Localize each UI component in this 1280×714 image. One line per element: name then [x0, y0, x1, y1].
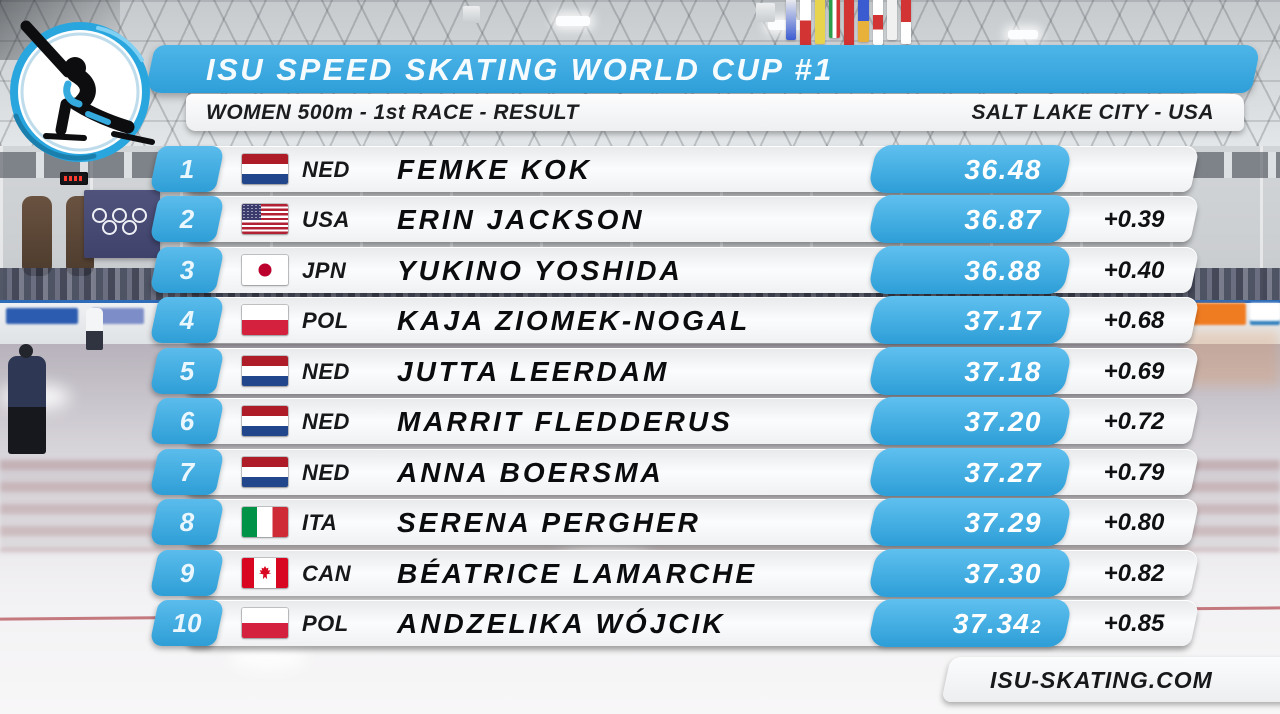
result-row: 7 NED ANNA BOERSMA 37.27 +0.79: [149, 448, 1200, 496]
gap-value: +0.39: [1103, 206, 1165, 233]
rank: 2: [179, 204, 195, 234]
time-value: 37.17: [964, 305, 1042, 336]
board-reflection: [1186, 330, 1280, 386]
website-label: ISU-SKATING.COM: [990, 667, 1213, 693]
rank: 8: [179, 507, 195, 537]
rank: 9: [179, 558, 195, 588]
ceiling-fixture: [463, 6, 480, 23]
gap-value: +0.79: [1103, 459, 1165, 486]
country-code: NED: [302, 359, 350, 384]
rank: 7: [179, 457, 195, 487]
page-title: ISU SPEED SKATING WORLD CUP #1: [206, 52, 834, 87]
country-code: NED: [302, 460, 350, 485]
athlete-name: ERIN JACKSON: [397, 204, 645, 235]
country-code: ITA: [302, 510, 338, 535]
time-value: 36.48: [964, 154, 1042, 185]
rank: 4: [179, 305, 195, 335]
result-row: 9 CAN BÉATRICE LAMARCHE 37.30 +0.82: [149, 549, 1200, 597]
board-ad: [1188, 303, 1246, 325]
athlete-name: ANDZELIKA WÓJCIK: [397, 608, 726, 639]
gap-value: +0.82: [1103, 560, 1165, 587]
gap-value: +0.85: [1103, 610, 1165, 637]
flag-icon: [242, 608, 288, 638]
gap-value: +0.69: [1103, 358, 1165, 385]
athlete-name: KAJA ZIOMEK-NOGAL: [397, 305, 751, 336]
subtitle-bar: [186, 94, 1244, 131]
board-ad: [92, 308, 144, 324]
athlete-name: FEMKE KOK: [397, 154, 592, 185]
speed-skating-logo-icon: [10, 20, 155, 162]
flag-icon: [242, 305, 288, 335]
time-value: 37.30: [964, 558, 1042, 589]
gap-value: +0.72: [1103, 408, 1165, 435]
flag-icon: [242, 356, 288, 386]
country-code: POL: [302, 308, 349, 333]
rank: 1: [179, 154, 195, 184]
result-row: 5 NED JUTTA LEERDAM 37.18 +0.69: [149, 347, 1200, 395]
result-row: 4 POL KAJA ZIOMEK-NOGAL 37.17 +0.68: [149, 296, 1200, 344]
rank: 10: [172, 608, 202, 638]
ceiling-light: [768, 20, 802, 30]
ceiling-fixture: [756, 3, 775, 22]
rank: 6: [179, 406, 195, 436]
country-code: CAN: [302, 561, 352, 586]
time-value: 37.342: [952, 608, 1042, 639]
ceiling-light: [1008, 30, 1038, 39]
flag-icon: [242, 406, 288, 436]
result-row: 2 USA ERIN JACKSON 36.87 +0.39: [149, 195, 1200, 243]
flag-icon: [242, 255, 288, 285]
gap-value: +0.40: [1103, 257, 1165, 284]
background-person: [8, 344, 46, 454]
time-value: 36.87: [964, 204, 1042, 235]
flag-icon: [242, 204, 288, 234]
olympic-rings-banner: [84, 190, 160, 258]
wall-panel: [22, 196, 52, 276]
flag-icon: [242, 457, 288, 487]
gap-value: +0.80: [1103, 509, 1165, 536]
result-row: 1 NED FEMKE KOK 36.48: [149, 145, 1200, 193]
event-label: WOMEN 500m - 1st RACE - RESULT: [206, 101, 579, 124]
ceiling-light: [556, 16, 590, 26]
time-value: 37.29: [964, 507, 1042, 538]
gap-value: +0.68: [1103, 307, 1165, 334]
result-row: 6 NED MARRIT FLEDDERUS 37.20 +0.72: [149, 397, 1200, 445]
country-code: POL: [302, 611, 349, 636]
country-code: JPN: [302, 258, 347, 283]
flag-icon: [242, 154, 288, 184]
result-row: 3 JPN YUKINO YOSHIDA 36.88 +0.40: [149, 246, 1200, 294]
country-code: USA: [302, 207, 350, 232]
country-code: NED: [302, 409, 350, 434]
time-suffix: 2: [1030, 617, 1042, 637]
athlete-name: BÉATRICE LAMARCHE: [397, 558, 758, 589]
location-label: SALT LAKE CITY - USA: [971, 101, 1214, 124]
athlete-name: JUTTA LEERDAM: [397, 356, 670, 387]
time-value: 37.18: [964, 356, 1042, 387]
rank: 3: [179, 255, 195, 285]
athlete-name: ANNA BOERSMA: [397, 457, 664, 488]
time-value: 37.20: [964, 406, 1042, 437]
board-ad: [1250, 303, 1280, 325]
background-skater: [86, 308, 103, 350]
time-value: 36.88: [964, 255, 1042, 286]
flag-icon: [242, 507, 288, 537]
result-row: 10 POL ANDZELIKA WÓJCIK 37.342 +0.85: [149, 599, 1200, 647]
country-code: NED: [302, 157, 350, 182]
board-ad: [6, 308, 78, 324]
athlete-name: YUKINO YOSHIDA: [397, 255, 683, 286]
athlete-name: SERENA PERGHER: [397, 507, 701, 538]
rank: 5: [179, 356, 195, 386]
time-value: 37.27: [964, 457, 1042, 488]
ice-reflection: [228, 644, 308, 670]
flag-icon: [242, 558, 288, 588]
athlete-name: MARRIT FLEDDERUS: [397, 406, 733, 437]
led-clock: [60, 172, 88, 185]
hanging-flags: [786, 0, 912, 52]
result-row: 8 ITA SERENA PERGHER 37.29 +0.80: [149, 498, 1200, 546]
